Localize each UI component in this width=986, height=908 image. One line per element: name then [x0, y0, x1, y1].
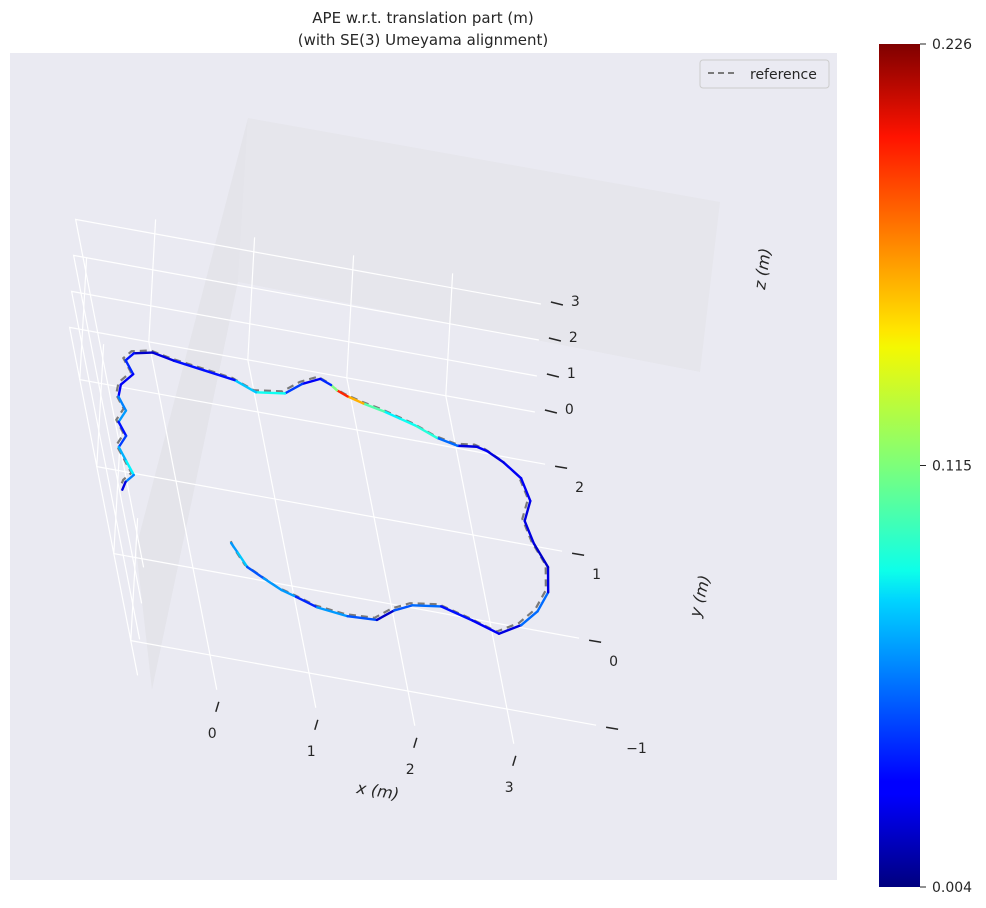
estimate-trajectory-segment — [414, 424, 439, 439]
y-tick-label: 2 — [575, 480, 584, 496]
z-tick-mark — [544, 409, 558, 414]
y-tick-mark — [571, 552, 585, 556]
x-tick-label: 0 — [208, 726, 217, 742]
estimate-trajectory-segment — [475, 445, 489, 453]
estimate-trajectory-segment — [246, 565, 265, 580]
estimate-trajectory-segment — [280, 588, 298, 598]
x-tick-label: 3 — [505, 780, 514, 796]
estimate-trajectory-segment — [236, 551, 249, 569]
estimate-trajectory-segment — [124, 352, 136, 362]
y-tick-label: −1 — [626, 741, 647, 757]
estimate-trajectory-segment — [254, 391, 287, 395]
estimate-trajectory-segment — [335, 389, 349, 398]
estimate-trajectory-segment — [392, 604, 414, 612]
estimate-trajectory-segment — [456, 444, 478, 448]
estimate-trajectory-segment — [125, 459, 135, 477]
estimate-trajectory-segment — [519, 610, 539, 627]
y-tick-label: 1 — [592, 567, 601, 583]
estimate-trajectory-segment — [398, 417, 417, 427]
colorbar-gradient — [879, 44, 920, 887]
estimate-trajectory-segment — [132, 351, 155, 355]
estimate-trajectory-segment — [233, 378, 258, 394]
estimate-trajectory-segment — [117, 395, 128, 412]
z-tick-label: 3 — [571, 294, 580, 310]
y-tick-label: 0 — [609, 654, 618, 670]
y-tick-mark — [554, 465, 568, 469]
y-tick-mark — [588, 639, 602, 643]
estimate-trajectory-segment — [119, 373, 135, 386]
grid-line-z — [72, 254, 540, 604]
y-tick-mark — [605, 726, 619, 730]
estimate-trajectory-segment — [346, 395, 365, 405]
legend-box — [699, 59, 830, 89]
estimate-trajectory-segment — [523, 499, 532, 523]
estimate-trajectory-segment — [151, 351, 175, 362]
z-tick-label: 0 — [565, 402, 574, 418]
estimate-trajectory-segment — [346, 615, 379, 622]
x-tick-mark — [413, 737, 418, 749]
estimate-trajectory-segment — [300, 377, 322, 386]
z-tick-mark — [548, 337, 562, 342]
x-tick-mark — [512, 755, 517, 767]
estimate-trajectory-segment — [294, 595, 319, 609]
colorbar: 0.004 0.115 0.226 — [879, 37, 972, 896]
trajectory-layer — [114, 349, 550, 635]
estimate-trajectory-segment — [532, 542, 550, 569]
colorbar-tick-label: 0.115 — [932, 459, 972, 475]
z-tick-mark — [546, 373, 560, 378]
x-tick-label: 1 — [307, 744, 316, 760]
estimate-trajectory-segment — [497, 623, 523, 635]
grid-line-z — [70, 290, 538, 640]
estimate-trajectory-segment — [375, 609, 396, 622]
estimate-trajectory-segment — [523, 519, 536, 545]
grid-line-z — [68, 326, 536, 676]
estimate-trajectory-segment — [319, 377, 333, 387]
estimate-trajectory-segment — [471, 619, 501, 635]
estimate-trajectory-segment — [439, 605, 474, 622]
x-tick-mark — [314, 719, 319, 731]
estimate-trajectory-segment — [485, 449, 505, 464]
estimate-trajectory-segment — [124, 359, 135, 376]
legend-reference-label: reference — [750, 67, 817, 83]
estimate-trajectory-segment — [315, 606, 349, 618]
x-tick-mark — [215, 701, 220, 713]
estimate-trajectory-segment — [502, 461, 523, 480]
estimate-trajectory-segment — [117, 383, 123, 398]
estimate-trajectory-segment — [536, 591, 550, 613]
estimate-trajectory-segment — [124, 473, 135, 484]
z-tick-label: 1 — [567, 366, 576, 382]
estimate-trajectory-segment — [262, 577, 283, 592]
estimate-trajectory-segment — [283, 382, 304, 395]
z-tick-mark — [550, 301, 564, 306]
estimate-trajectory-segment — [382, 410, 401, 420]
x-tick-label: 2 — [406, 762, 415, 778]
estimate-trajectory-segment — [202, 369, 236, 382]
axis-ticks: 0 1 2 3 −1 0 1 2 0 1 2 3 — [208, 294, 647, 796]
colorbar-tick-label: 0.004 — [932, 880, 972, 896]
legend: reference — [699, 59, 830, 89]
floor-pane — [152, 282, 700, 785]
side-pane — [136, 118, 248, 690]
estimate-trajectory-segment — [435, 436, 459, 447]
chart-title: APE w.r.t. translation part (m) — [312, 9, 533, 27]
colorbar-ticks: 0.004 0.115 0.226 — [920, 37, 972, 896]
chart-subtitle: (with SE(3) Umeyama alignment) — [298, 31, 549, 49]
estimate-trajectory-segment — [411, 604, 443, 608]
z-tick-label: 2 — [569, 330, 578, 346]
estimate-trajectory-segment — [362, 402, 386, 413]
colorbar-tick-label: 0.226 — [932, 37, 972, 53]
estimate-trajectory-segment — [172, 359, 206, 372]
estimate-trajectory-segment — [229, 541, 239, 554]
back-pane — [238, 118, 720, 372]
estimate-trajectory-segment — [121, 480, 127, 491]
estimate-trajectory-segment — [117, 445, 128, 463]
estimate-trajectory-segment — [117, 420, 128, 438]
estimate-trajectory-segment — [117, 409, 128, 424]
estimate-trajectory-segment — [519, 477, 532, 503]
estimate-trajectory-segment — [117, 434, 128, 449]
estimate-trajectory-segment — [329, 383, 339, 392]
